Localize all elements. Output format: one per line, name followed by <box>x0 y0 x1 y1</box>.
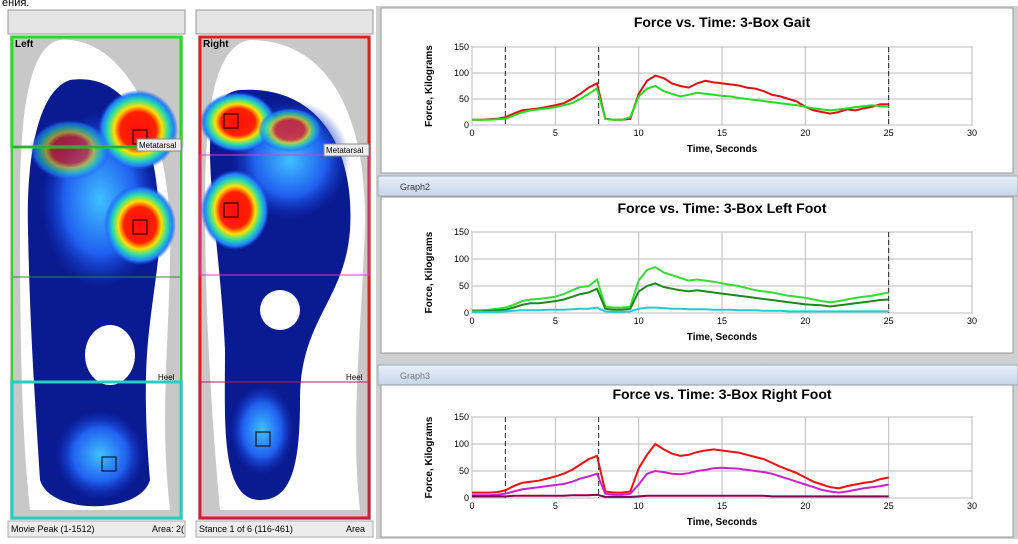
x-tick-label: 30 <box>967 501 977 511</box>
heat <box>55 410 145 500</box>
x-tick-label: 20 <box>800 128 810 138</box>
status-text: Stance 1 of 6 (116-461) <box>199 524 293 534</box>
status-text: Area: 2( <box>152 524 184 534</box>
y-tick-label: 150 <box>454 227 469 237</box>
x-tick-label: 10 <box>634 128 644 138</box>
window-header[interactable] <box>378 176 1018 196</box>
y-tick-label: 100 <box>454 439 469 449</box>
heat <box>201 170 269 250</box>
panel-label: Right <box>203 39 229 50</box>
x-axis-label: Time, Seconds <box>687 517 758 528</box>
toolbar[interactable] <box>8 10 185 34</box>
x-tick-label: 30 <box>967 316 977 326</box>
x-tick-label: 5 <box>553 128 558 138</box>
hole <box>85 325 135 385</box>
window-title: Graph3 <box>400 371 430 381</box>
x-tick-label: 0 <box>469 128 474 138</box>
chart-title: Force vs. Time: 3-Box Right Foot <box>612 386 831 402</box>
x-axis-label: Time, Seconds <box>687 144 758 155</box>
screenshot: ения. Left Metatarsal Heel Movie Peak (1… <box>0 0 1018 539</box>
heat <box>230 385 294 475</box>
top-fragment: ения. <box>2 0 29 9</box>
region-label: Metatarsal <box>326 146 364 155</box>
toolbar[interactable] <box>196 10 373 34</box>
x-tick-label: 5 <box>553 501 558 511</box>
x-tick-label: 20 <box>800 501 810 511</box>
heat <box>258 108 322 152</box>
x-tick-label: 30 <box>967 128 977 138</box>
x-axis-label: Time, Seconds <box>687 332 758 343</box>
x-tick-label: 25 <box>884 316 894 326</box>
region-label: Metatarsal <box>139 141 177 150</box>
x-tick-label: 10 <box>634 501 644 511</box>
panel-label: Left <box>15 39 34 50</box>
heat <box>30 120 110 180</box>
region-label: Heel <box>346 373 363 382</box>
y-tick-label: 0 <box>464 493 469 503</box>
x-tick-label: 25 <box>884 128 894 138</box>
y-tick-label: 150 <box>454 412 469 422</box>
y-tick-label: 50 <box>459 94 469 104</box>
heat <box>104 185 176 265</box>
region-label: Heel <box>158 373 175 382</box>
status-text: Area <box>346 524 365 534</box>
status-text: Movie Peak (1-1512) <box>11 524 95 534</box>
y-tick-label: 100 <box>454 68 469 78</box>
y-tick-label: 50 <box>459 466 469 476</box>
x-tick-label: 10 <box>634 316 644 326</box>
left-panel: Left Metatarsal Heel Movie Peak (1-1512)… <box>8 10 185 537</box>
right-panel: Right Metatarsal Heel Stance 1 of 6 (116… <box>196 10 373 537</box>
y-tick-label: 150 <box>454 42 469 52</box>
y-axis-label: Force, Kilograms <box>424 45 435 127</box>
y-tick-label: 0 <box>464 308 469 318</box>
x-tick-label: 0 <box>469 501 474 511</box>
x-tick-label: 0 <box>469 316 474 326</box>
y-axis-label: Force, Kilograms <box>424 416 435 498</box>
y-tick-label: 0 <box>464 120 469 130</box>
x-tick-label: 15 <box>717 128 727 138</box>
chart-title: Force vs. Time: 3-Box Gait <box>634 14 811 30</box>
chart-title: Force vs. Time: 3-Box Left Foot <box>618 200 827 216</box>
x-tick-label: 25 <box>884 501 894 511</box>
x-tick-label: 15 <box>717 316 727 326</box>
window-title: Graph2 <box>400 182 430 192</box>
x-tick-label: 5 <box>553 316 558 326</box>
y-axis-label: Force, Kilograms <box>424 231 435 313</box>
y-tick-label: 100 <box>454 254 469 264</box>
x-tick-label: 20 <box>800 316 810 326</box>
y-tick-label: 50 <box>459 281 469 291</box>
window-header[interactable] <box>378 365 1018 385</box>
hole <box>260 290 300 330</box>
x-tick-label: 15 <box>717 501 727 511</box>
